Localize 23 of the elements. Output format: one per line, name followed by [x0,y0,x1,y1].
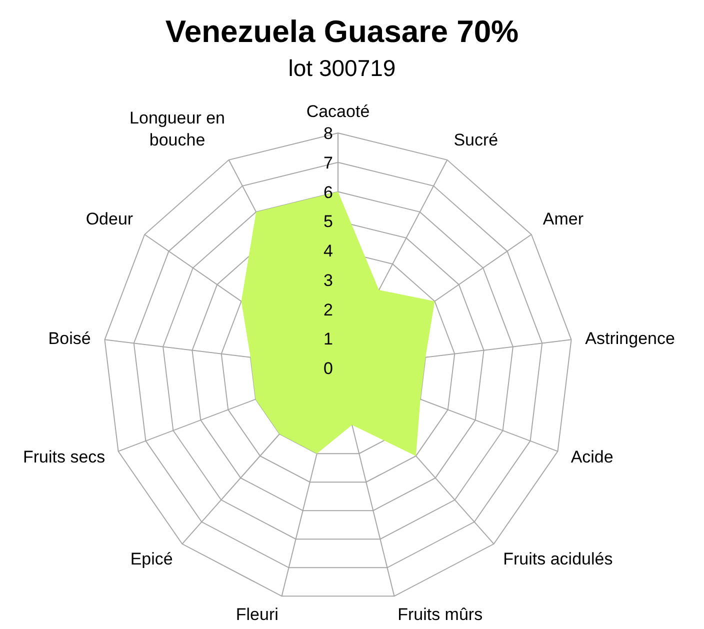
y-tick-label: 3 [324,270,333,290]
y-tick-label: 5 [324,212,333,232]
y-tick-label: 2 [324,300,333,320]
spoke-label: Cacaoté [306,102,370,121]
y-tick-label: 4 [324,242,333,260]
spoke-label: Longueur en bouche [130,108,226,150]
chart-subtitle: lot 300719 [288,55,396,81]
y-tick-label: 1 [324,330,333,349]
spoke-label: Amer [542,210,584,229]
spoke-label: Acide [570,447,614,466]
spoke-label: Astringence [585,328,675,348]
chart-title: Venezuela Guasare 70% [165,14,519,49]
spoke-label: Epicé [130,549,173,568]
y-tick-label: 8 [324,124,333,143]
spoke-label: Boisé [48,328,91,348]
spoke-label: Fruits mûrs [398,604,483,624]
spoke-label: Fruits secs [22,447,106,466]
spoke-label: Sucré [454,130,498,150]
spoke-label: Odeur [86,210,134,229]
spoke-label: Fruits acidulés [503,549,613,568]
spoke-label: Fleuri [236,604,278,624]
y-tick-label: 7 [324,153,333,172]
y-tick-label: 0 [324,359,333,378]
